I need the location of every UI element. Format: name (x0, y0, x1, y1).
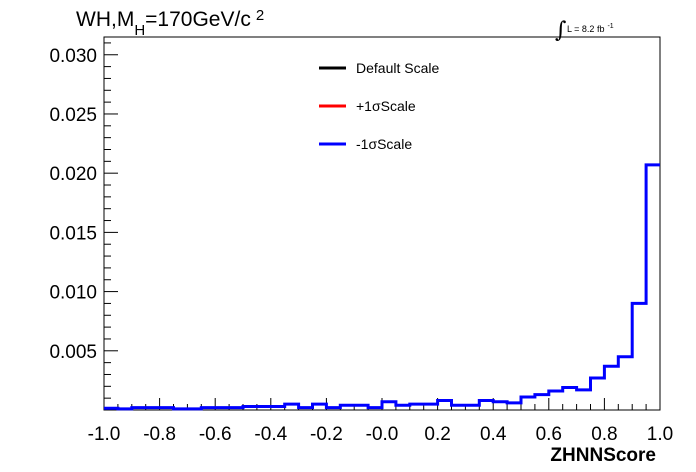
lumi-text: L = 8.2 fb (567, 24, 604, 34)
x-tick-label: -0.4 (254, 424, 287, 445)
x-tick-label: -0.0 (366, 424, 399, 445)
title-subscript: H (134, 22, 145, 39)
legend: Default Scale +1σScale -1σScale (319, 60, 439, 152)
x-tick-label: -1.0 (88, 424, 121, 445)
series-line (104, 163, 660, 411)
y-tick-label: 0.005 (49, 342, 97, 363)
lumi-superscript: -1 (607, 23, 613, 30)
x-tick-label: -0.2 (310, 424, 343, 445)
x-tick-label: 0.2 (424, 424, 450, 445)
y-tick-label: 0.010 (49, 283, 97, 304)
lumi-label: L = 8.2 fb -1 (567, 23, 614, 34)
chart-title: WH,MH=170GeV/c 2 (76, 7, 264, 39)
legend-label: -1σScale (356, 136, 412, 152)
x-tick-label: 1.0 (647, 424, 673, 445)
legend-label: Default Scale (356, 60, 439, 76)
x-tick-label: -0.8 (143, 424, 176, 445)
x-tick-label: 0.8 (591, 424, 617, 445)
y-tick-label: 0.020 (49, 164, 97, 185)
y-tick-label: 0.030 (49, 46, 97, 67)
x-axis: -1.0 -0.8 -0.6 -0.4 -0.2 -0.0 0.2 0.4 0.6 0.8 1.0 (88, 398, 673, 445)
x-tick-label: 0.6 (536, 424, 562, 445)
x-axis-label: ZHNNScore (550, 445, 656, 466)
y-tick-label: 0.015 (49, 223, 97, 244)
title-prefix: WH,M (76, 8, 134, 31)
y-tick-label: 0.025 (49, 105, 97, 126)
x-tick-label: 0.4 (480, 424, 507, 445)
plot-frame (103, 36, 661, 411)
series-layer (104, 163, 660, 411)
y-axis: 0.005 0.010 0.015 0.020 0.025 0.030 (49, 42, 118, 399)
lumi-integral: ∫ (555, 18, 567, 43)
legend-label: +1σScale (356, 98, 416, 114)
title-suffix: =170GeV/c (145, 8, 251, 31)
title-superscript: 2 (256, 7, 264, 24)
x-tick-label: -0.6 (199, 424, 232, 445)
